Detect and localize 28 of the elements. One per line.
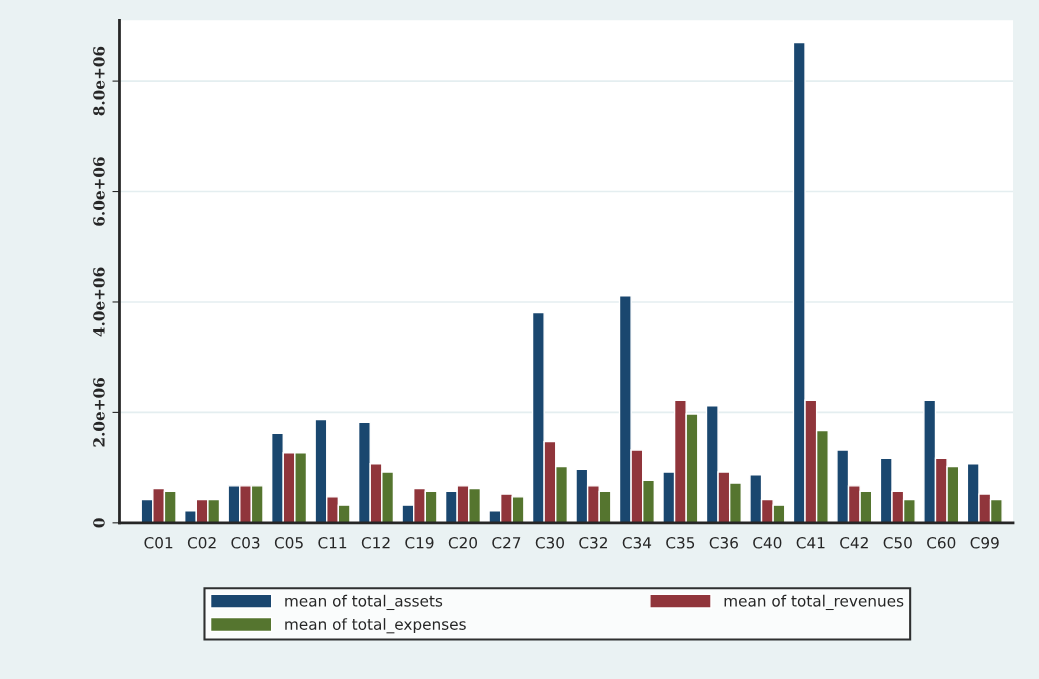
x-tick-label: C36 xyxy=(709,536,738,549)
x-tick-label: C35 xyxy=(666,536,695,549)
x-tick-label: C34 xyxy=(622,536,652,549)
x-tick-label: C99 xyxy=(970,536,999,549)
legend-label: mean of total_assets xyxy=(285,594,443,611)
y-tick-label: 6.0e+06 xyxy=(93,157,105,226)
y-tick-label: 0 xyxy=(93,518,105,528)
x-tick-label: C41 xyxy=(796,536,825,549)
legend-label: mean of total_expenses xyxy=(285,618,466,634)
y-tick-label: 4.0e+06 xyxy=(93,267,105,337)
y-tick-label: 2.0e+06 xyxy=(93,378,105,447)
x-tick-label: C30 xyxy=(535,536,564,549)
x-tick-label: C32 xyxy=(579,536,607,549)
x-tick-label: C40 xyxy=(753,536,782,549)
y-tick-label: 8.0e+06 xyxy=(93,46,105,116)
x-tick-label: C60 xyxy=(927,536,956,549)
x-tick-label: C42 xyxy=(840,536,868,549)
x-tick-label: C11 xyxy=(318,536,347,549)
x-tick-label: C50 xyxy=(883,536,912,549)
x-tick-label: C19 xyxy=(405,536,434,549)
x-tick-label: C02 xyxy=(187,536,216,549)
x-tick-label: C05 xyxy=(274,536,303,549)
x-tick-label: C01 xyxy=(144,536,173,549)
x-tick-label: C20 xyxy=(448,536,478,549)
x-tick-label: C12 xyxy=(361,536,390,549)
legend-label: mean of total_revenues xyxy=(724,594,904,611)
x-tick-label: C27 xyxy=(492,536,521,549)
x-tick-label: C03 xyxy=(231,536,260,549)
